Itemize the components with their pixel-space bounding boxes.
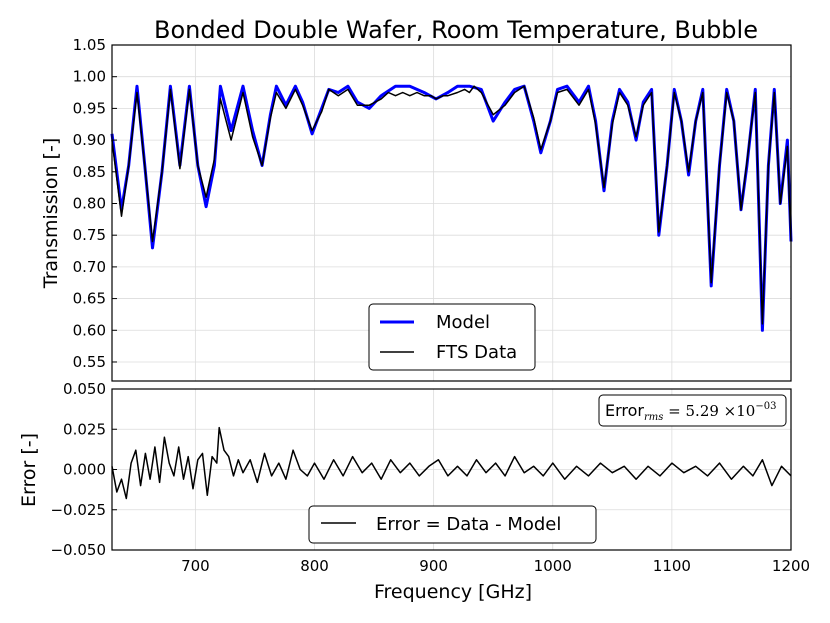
top-y-tick-label: 0.80 xyxy=(73,194,106,212)
error-rms-subscript: rms xyxy=(644,412,663,423)
bottom-y-tick-label: −0.025 xyxy=(50,501,106,519)
legend-error-label: Error = Data - Model xyxy=(376,514,561,535)
bottom-series-lines xyxy=(111,426,792,500)
error-rms-text: Errorrms = 5.29 ×10−03 xyxy=(605,401,776,423)
top-y-tick-labels: 0.55 0.60 0.65 0.70 0.75 0.80 0.85 0.90 0.95 1.00… xyxy=(73,36,117,371)
x-tick-label: 1000 xyxy=(534,557,572,575)
bottom-y-tick-label: 0.050 xyxy=(63,380,106,398)
top-y-tick-label: 1.05 xyxy=(73,36,106,54)
bottom-legend: Error = Data - Model xyxy=(308,505,597,544)
top-legend: Model FTS Data xyxy=(368,303,536,371)
top-plot-frame xyxy=(111,44,792,382)
bottom-y-tick-label: −0.050 xyxy=(50,541,106,559)
error-rms-annotation: Errorrms = 5.29 ×10−03 xyxy=(598,394,787,427)
top-series-lines xyxy=(110,84,793,332)
top-y-axis-label: Transmission [-] xyxy=(40,138,62,289)
top-series-model xyxy=(110,84,793,332)
bottom-legend-box xyxy=(308,505,597,544)
top-y-tick-label: 1.00 xyxy=(73,68,106,86)
x-tick-label: 1100 xyxy=(653,557,691,575)
error-rms-label: Error xyxy=(605,401,644,420)
x-tick-label: 800 xyxy=(300,557,329,575)
top-y-tick-label: 0.60 xyxy=(73,321,106,339)
bottom-y-axis-label: Error [-] xyxy=(18,433,40,507)
top-series-fts-data xyxy=(111,85,792,325)
x-axis-label: Frequency [GHz] xyxy=(374,581,532,603)
bottom-y-tick-label: 0.025 xyxy=(63,420,106,438)
x-tick-label: 900 xyxy=(419,557,448,575)
top-y-tick-label: 0.65 xyxy=(73,290,106,308)
top-y-tick-label: 0.90 xyxy=(73,131,106,149)
bottom-series-error-data-model xyxy=(111,426,792,500)
error-rms-value: = 5.29 ×10 xyxy=(663,402,755,420)
bottom-y-tick-labels: −0.050 −0.025 0.000 0.025 0.050 xyxy=(50,380,117,559)
top-y-tick-label: 0.95 xyxy=(73,99,106,117)
top-y-tick-label: 0.75 xyxy=(73,226,106,244)
error-rms-box xyxy=(598,394,787,427)
bottom-y-tick-label: 0.000 xyxy=(63,461,106,479)
error-rms-exponent: −03 xyxy=(755,401,776,412)
chart-title: Bonded Double Wafer, Room Temperature, B… xyxy=(154,16,758,44)
top-y-tick-label: 0.70 xyxy=(73,258,106,276)
top-y-tick-label: 0.55 xyxy=(73,353,106,371)
bottom-x-tick-labels: 700 800 900 1000 1100 1200 xyxy=(181,557,810,575)
legend-fts-label: FTS Data xyxy=(436,342,517,363)
x-tick-label: 1200 xyxy=(772,557,810,575)
legend-model-label: Model xyxy=(436,312,490,333)
x-tick-label: 700 xyxy=(181,557,210,575)
top-y-tick-label: 0.85 xyxy=(73,163,106,181)
